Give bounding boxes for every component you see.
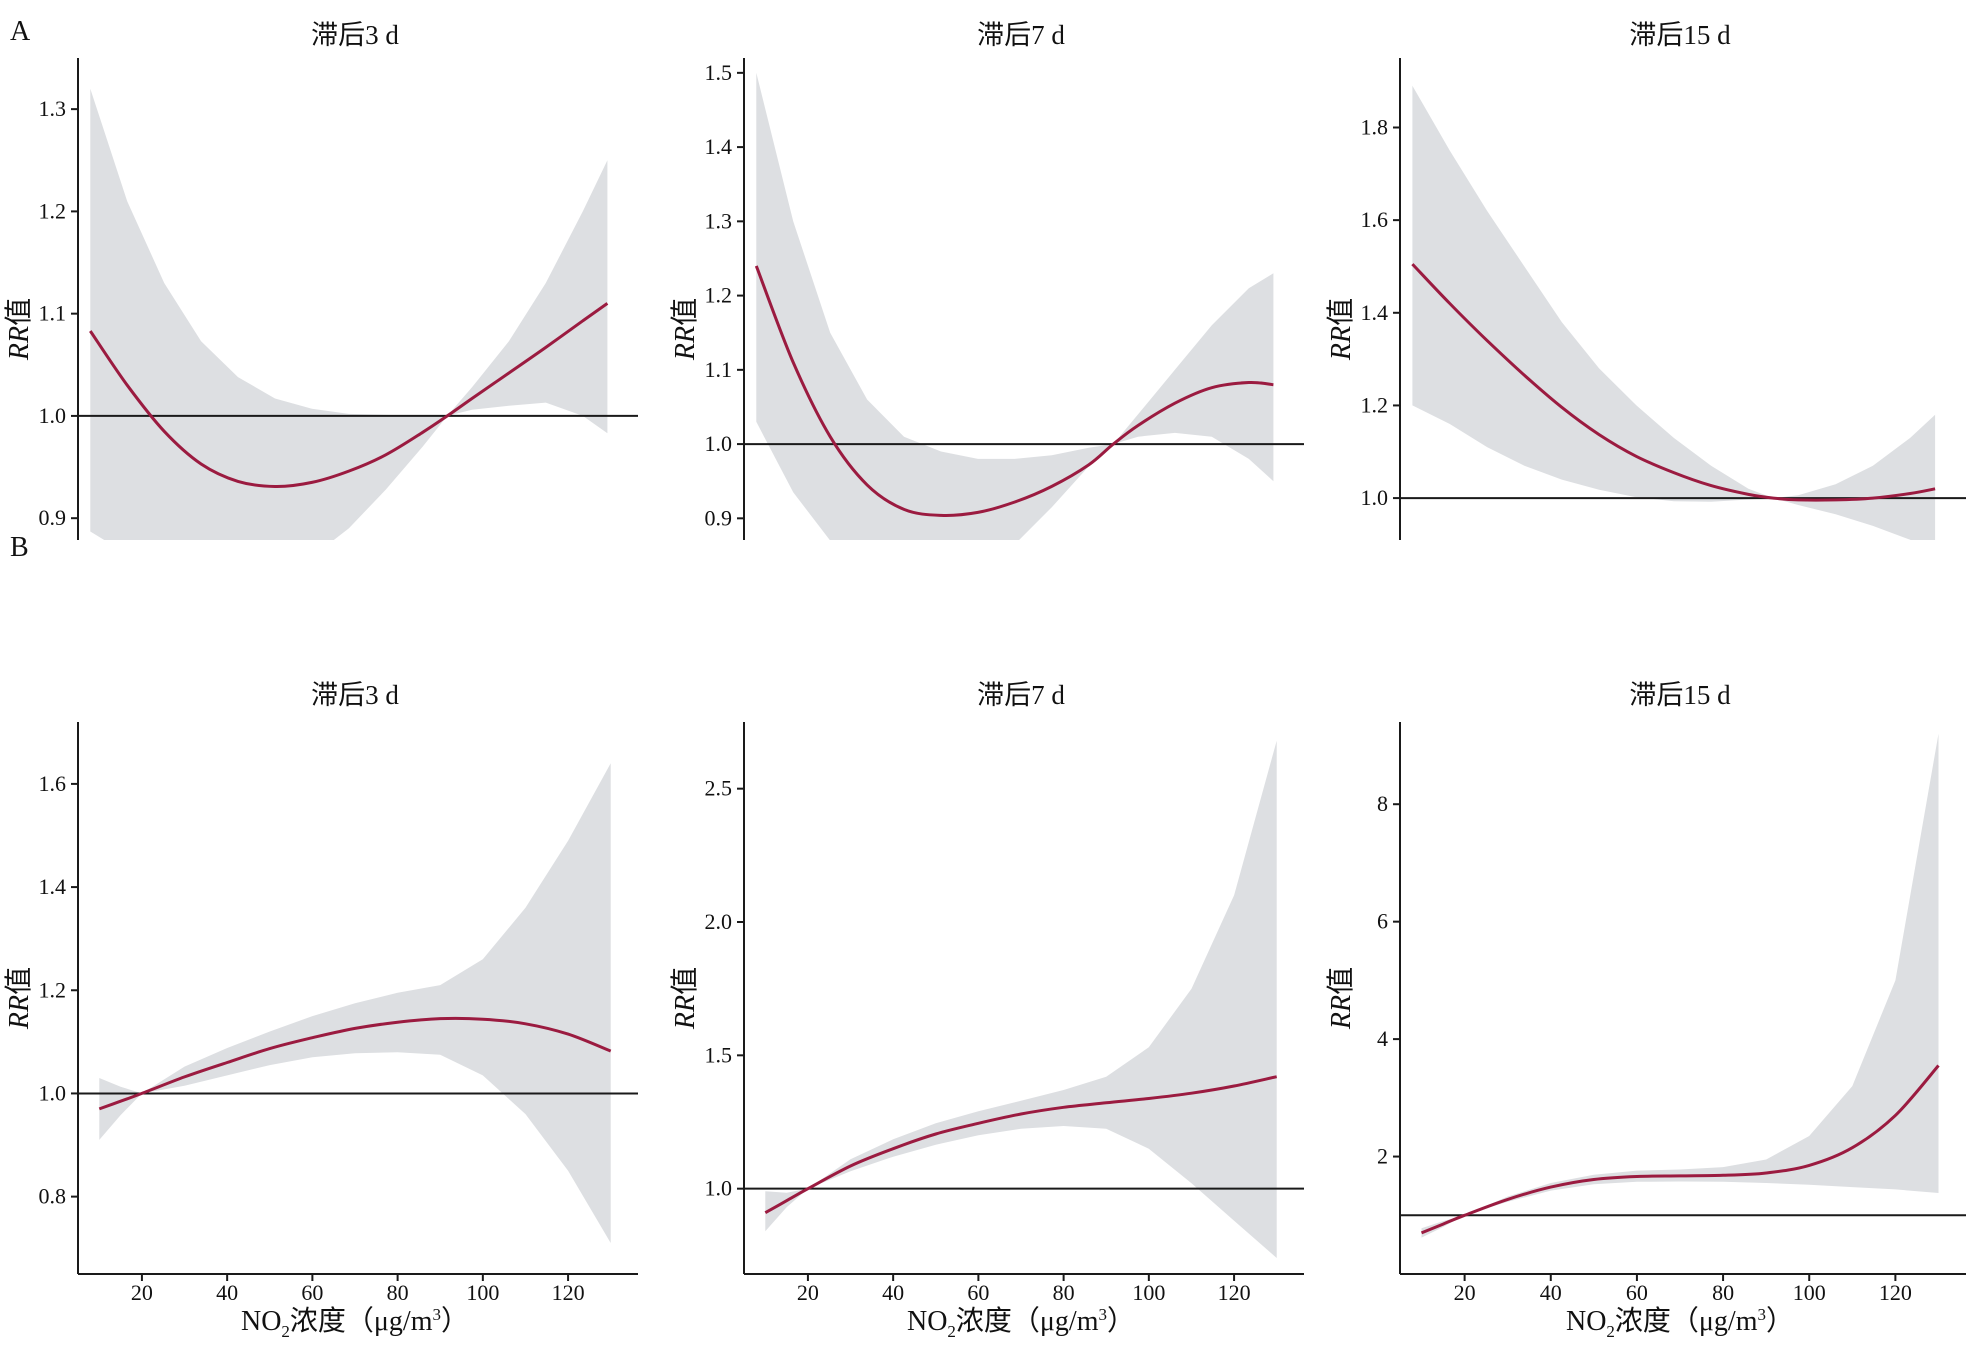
rr-curve [1411,263,1936,502]
x-tick-label: 100 [1132,1280,1165,1305]
confidence-band [1412,85,1936,540]
x-tick-label: 100 [466,1280,499,1305]
x-tick-label: 40 [882,1280,904,1305]
y-tick-label: 2.5 [705,776,733,801]
confidence-band [765,740,1277,1258]
y-tick-label: 1.3 [39,96,67,121]
y-tick-label: 1.3 [705,208,733,233]
y-axis-label: RR值 [1325,967,1357,1030]
chart-b-lag3: 0.8 1.0 1.2 1.4 1.6 20 40 60 80 100 120 滞后3 d NO2浓度（… [3,680,638,1341]
y-tick-label: 1.1 [39,301,67,326]
chart-b-lag7: 1.0 1.5 2.0 2.5 20 40 60 80 100 120 滞后7 d NO2浓度（μg/… [669,680,1304,1341]
rr-curve [1420,1064,1940,1235]
y-axis-label: RR值 [1325,298,1357,361]
confidence-band [99,763,611,1243]
y-tick-label: 0.9 [39,505,67,530]
y-tick-label: 4 [1377,1026,1388,1051]
y-tick-label: 1.4 [705,134,733,159]
x-tick-label: 100 [1793,1280,1826,1305]
x-tick-label: 80 [1053,1280,1075,1305]
y-tick-label: 2 [1377,1144,1388,1169]
chart-a-lag15: 1.01.21.41.61.8-100102030滞后15 d日均气温（℃）RR… [1325,20,1966,540]
y-tick-label: 8 [1377,791,1388,816]
rr-curve [754,265,1274,518]
y-tick-label: 0.8 [39,1184,67,1209]
chart-title: 滞后3 d [311,20,399,50]
chart-title: 滞后15 d [1629,680,1731,710]
y-tick-label: 1.2 [705,283,733,308]
y-tick-label: 1.0 [1361,485,1389,510]
x-tick-label: 20 [797,1280,819,1305]
chart-b-lag15: 2 4 6 8 20 40 60 80 100 120 滞后15 d NO2浓度（μg/m3） RR值 [1325,680,1966,1341]
y-tick-label: 1.0 [705,431,733,456]
y-tick-label: 1.6 [39,771,67,796]
y-tick-label: 1.2 [39,977,67,1002]
y-axis-label: RR值 [669,298,701,361]
rr-curve [764,1075,1278,1215]
y-tick-label: 1.5 [705,60,733,85]
rr-curve [89,302,609,489]
x-tick-label: 60 [301,1280,323,1305]
x-tick-label: 120 [552,1280,585,1305]
x-tick-label: 120 [1879,1280,1912,1305]
y-tick-label: 1.0 [39,1080,67,1105]
y-tick-label: 1.2 [39,198,67,223]
x-tick-label: 20 [1454,1280,1476,1305]
x-axis-label: NO2浓度（μg/m3） [907,1305,1135,1341]
chart-title: 滞后7 d [977,680,1065,710]
y-axis-label: RR值 [669,967,701,1030]
x-axis-label: NO2浓度（μg/m3） [1566,1305,1794,1341]
y-tick-label: 6 [1377,909,1388,934]
panel-label-a: A [10,16,31,47]
panel-label-b: B [10,532,29,563]
x-tick-label: 80 [1712,1280,1734,1305]
chart-title: 滞后3 d [311,680,399,710]
x-tick-label: 120 [1218,1280,1251,1305]
chart-title: 滞后7 d [977,20,1065,50]
y-tick-label: 1.4 [39,874,67,899]
x-tick-label: 80 [387,1280,409,1305]
x-tick-label: 40 [1540,1280,1562,1305]
y-tick-label: 2.0 [705,909,733,934]
y-tick-label: 1.1 [705,357,733,382]
y-axis-label: RR值 [3,298,35,361]
x-tick-label: 20 [131,1280,153,1305]
x-tick-label: 60 [967,1280,989,1305]
confidence-band [90,88,608,540]
y-tick-label: 1.6 [1361,207,1389,232]
y-tick-label: 1.4 [1361,300,1389,325]
y-axis-label: RR值 [3,967,35,1030]
y-tick-label: 1.0 [39,403,67,428]
chart-a-lag7: 0.80.91.01.11.21.31.41.5-100102030滞后7 d日… [669,20,1304,540]
y-tick-label: 1.5 [705,1042,733,1067]
x-tick-label: 40 [216,1280,238,1305]
rr-curve [98,1016,612,1111]
chart-title: 滞后15 d [1629,20,1731,50]
x-axis-label: NO2浓度（μg/m3） [241,1305,469,1341]
confidence-band [756,72,1274,540]
y-tick-label: 1.0 [705,1176,733,1201]
y-tick-label: 0.9 [705,505,733,530]
y-tick-label: 1.2 [1361,392,1389,417]
x-tick-label: 60 [1626,1280,1648,1305]
confidence-band [1421,733,1939,1238]
y-tick-label: 1.8 [1361,114,1389,139]
chart-a-lag3: 0.91.01.11.21.3-100102030滞后3 d日均气温（℃）RR值 [3,20,638,540]
